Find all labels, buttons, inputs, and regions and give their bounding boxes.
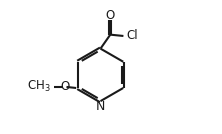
Text: CH$_3$: CH$_3$	[26, 79, 50, 94]
Text: N: N	[96, 100, 105, 113]
Text: O: O	[60, 80, 69, 93]
Text: O: O	[106, 9, 115, 22]
Text: Cl: Cl	[127, 29, 138, 42]
